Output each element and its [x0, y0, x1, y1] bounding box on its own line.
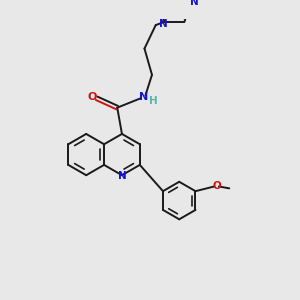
Text: H: H: [149, 96, 158, 106]
Text: N: N: [190, 0, 199, 7]
Text: N: N: [118, 171, 126, 181]
Text: O: O: [87, 92, 97, 102]
Text: O: O: [213, 181, 221, 190]
Text: N: N: [139, 92, 148, 102]
Text: N: N: [159, 19, 168, 29]
